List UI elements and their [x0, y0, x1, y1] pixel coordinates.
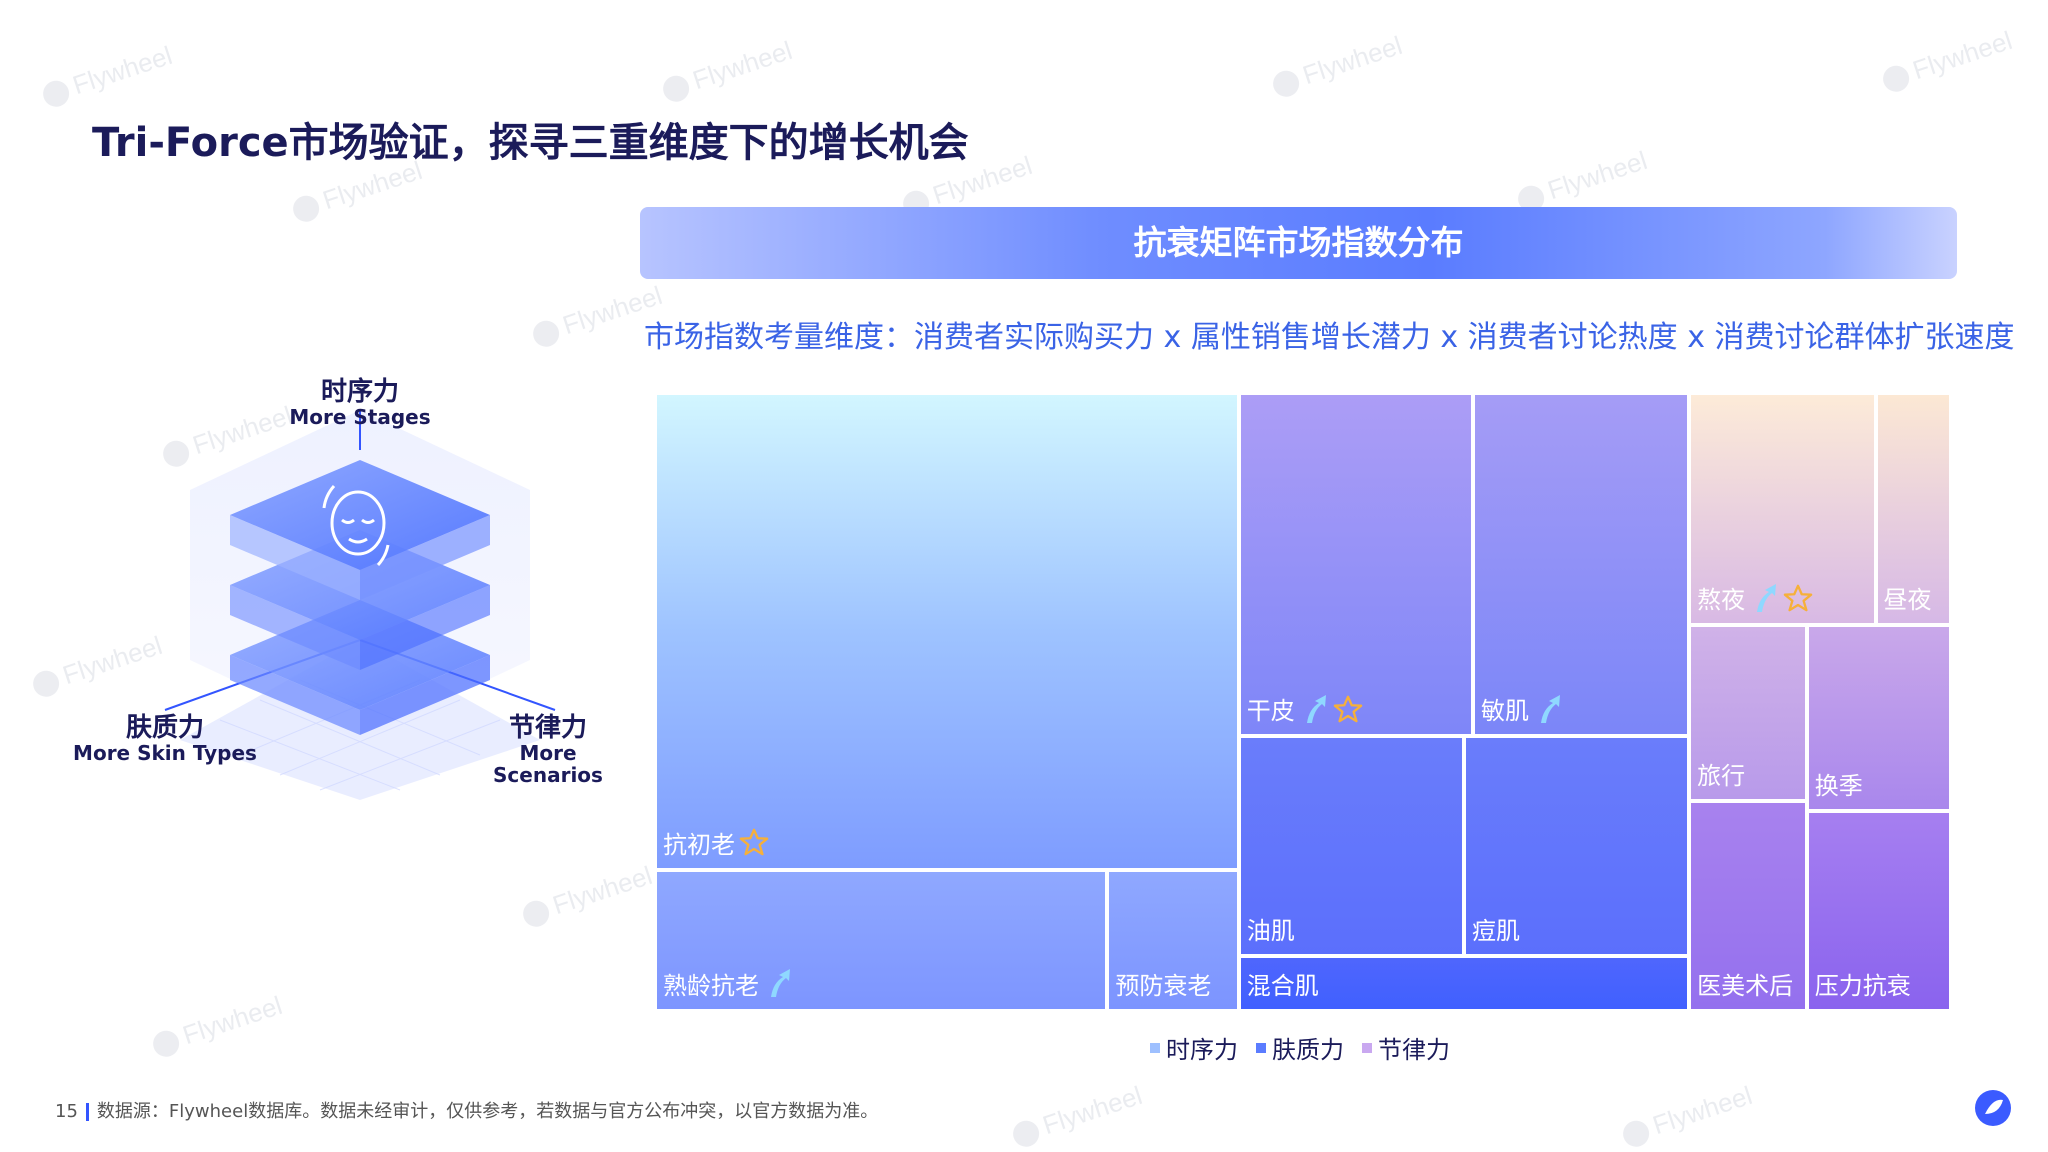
footer: 15 数据源：Flywheel数据库。数据未经审计，仅供参考，若数据与官方公布冲突… [55, 1097, 878, 1123]
treemap-tile-混合肌: 混合肌 [1238, 956, 1690, 1011]
diagram-label-left: 肤质力 More Skin Types [73, 713, 257, 765]
watermark: Flywheel [1879, 25, 2017, 96]
data-source-note: 数据源：Flywheel数据库。数据未经审计，仅供参考，若数据与官方公布冲突，以… [96, 1101, 879, 1122]
treemap-tile-痘肌: 痘肌 [1463, 736, 1690, 957]
treemap-tile-敏肌: 敏肌 [1472, 393, 1690, 737]
treemap-tile-旅行: 旅行 [1689, 625, 1807, 801]
treemap-tile-换季: 换季 [1806, 625, 1951, 811]
legend-item: 肤质力 [1256, 1030, 1344, 1065]
tri-force-diagram: 时序力 More Stages 肤质力 More Skin Types 节律力 Mor… [70, 377, 670, 800]
treemap-tile-抗初老: 抗初老 [655, 393, 1239, 870]
legend-swatch [1150, 1042, 1160, 1053]
page-number: 15 [55, 1101, 78, 1122]
diagram-label-right: 节律力 More Scenarios [493, 713, 603, 787]
rising-arrow-icon [1306, 694, 1326, 723]
footer-divider [85, 1103, 89, 1121]
tile-label: 抗初老 [663, 825, 769, 860]
tile-label: 熬夜 [1697, 580, 1813, 615]
tile-label: 预防衰老 [1115, 971, 1212, 1000]
legend-label: 节律力 [1378, 1036, 1450, 1064]
chart-header-bar: 抗衰矩阵市场指数分布 [640, 207, 1957, 279]
treemap-tile-医美术后: 医美术后 [1689, 800, 1807, 1011]
treemap-chart: 抗初老熟龄抗老 预防衰老 干皮 敏肌油肌 痘肌混合肌 熬夜 昼夜旅行医美术后 换季压力抗衰 [655, 393, 1951, 1011]
watermark: Flywheel [659, 35, 797, 106]
watermark: Flywheel [1009, 1080, 1147, 1151]
tile-label: 熟龄抗老 [663, 966, 793, 1001]
tile-label: 换季 [1814, 771, 1863, 800]
rising-arrow-icon [771, 969, 790, 998]
treemap-tile-压力抗衰: 压力抗衰 [1806, 810, 1951, 1011]
chart-title: 抗衰矩阵市场指数分布 [1133, 223, 1464, 262]
dimension-label: 市场指数考量维度：消费者实际购买力 x 属性销售增长潜力 x 消费者讨论热度 x… [644, 320, 2015, 355]
diagram-label-top: 时序力 More Stages [289, 377, 431, 429]
tile-label: 敏肌 [1481, 691, 1563, 726]
rising-arrow-icon [1757, 583, 1777, 612]
star-icon [739, 828, 769, 856]
tile-label: 油肌 [1246, 917, 1295, 946]
tile-label: 旅行 [1697, 761, 1746, 790]
treemap-tile-熬夜: 熬夜 [1689, 393, 1876, 626]
watermark: Flywheel [519, 860, 657, 931]
legend-item: 节律力 [1362, 1030, 1450, 1065]
treemap-tile-预防衰老: 预防衰老 [1107, 869, 1239, 1011]
watermark: Flywheel [1619, 1080, 1757, 1151]
tile-label: 干皮 [1247, 691, 1363, 726]
watermark: Flywheel [1514, 145, 1652, 216]
face-icon [322, 484, 390, 567]
tile-label: 混合肌 [1246, 971, 1319, 1000]
legend-swatch [1362, 1042, 1372, 1053]
layered-cube-illustration [164, 410, 556, 800]
treemap-tile-油肌: 油肌 [1238, 736, 1464, 957]
legend: 时序力 肤质力 节律力 [1150, 1030, 1450, 1065]
treemap-tile-熟龄抗老: 熟龄抗老 [655, 869, 1108, 1011]
legend-label: 时序力 [1166, 1036, 1238, 1064]
watermark: Flywheel [39, 40, 177, 111]
watermark: Flywheel [1269, 30, 1407, 101]
star-icon [1333, 695, 1363, 723]
legend-swatch [1256, 1042, 1266, 1053]
tile-label: 医美术后 [1697, 971, 1794, 1000]
rising-arrow-icon [1540, 694, 1560, 723]
star-icon [1783, 584, 1813, 612]
watermark: Flywheel [149, 990, 287, 1061]
tile-label: 压力抗衰 [1814, 971, 1911, 1000]
treemap-tile-昼夜: 昼夜 [1875, 393, 1951, 626]
tile-label: 昼夜 [1883, 586, 1932, 615]
legend-label: 肤质力 [1272, 1036, 1344, 1064]
legend-item: 时序力 [1150, 1030, 1238, 1065]
treemap-tile-干皮: 干皮 [1238, 393, 1473, 737]
page-title: Tri-Force市场验证，探寻三重维度下的增长机会 [92, 120, 969, 166]
tile-label: 痘肌 [1471, 917, 1520, 946]
flywheel-logo-icon [1975, 1090, 2011, 1126]
